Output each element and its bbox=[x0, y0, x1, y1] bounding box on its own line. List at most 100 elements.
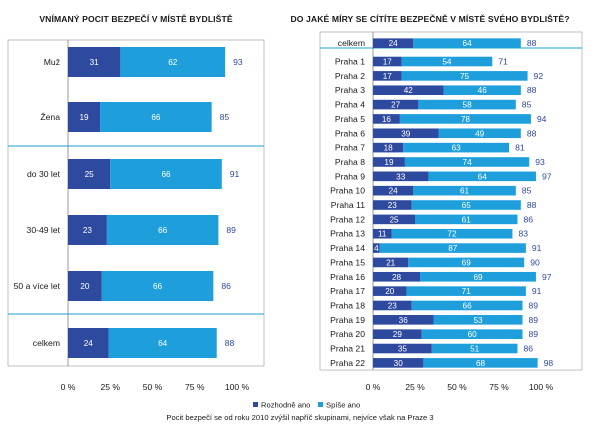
right-value-rozhodne-ano: 19 bbox=[384, 158, 394, 167]
right-total-label: 88 bbox=[527, 200, 537, 210]
left-bar-rozhodne-ano bbox=[68, 215, 107, 245]
left-x-tick-label: 50 % bbox=[143, 382, 163, 392]
right-total-label: 88 bbox=[527, 128, 537, 138]
right-bar-spise-ano bbox=[421, 329, 523, 339]
left-bar-spise-ano bbox=[100, 102, 212, 132]
left-total-label: 88 bbox=[225, 338, 235, 348]
left-bar-spise-ano bbox=[110, 159, 222, 189]
right-total-label: 97 bbox=[542, 272, 552, 282]
right-value-rozhodne-ano: 27 bbox=[391, 101, 401, 110]
right-total-label: 89 bbox=[529, 315, 539, 325]
right-value-rozhodne-ano: 21 bbox=[386, 258, 396, 267]
right-category-label: Praha 20 bbox=[330, 329, 365, 339]
left-bar-rozhodne-ano bbox=[68, 47, 121, 77]
right-value-rozhodne-ano: 28 bbox=[392, 273, 402, 282]
right-bar-spise-ano bbox=[401, 56, 493, 67]
right-category-label: Praha 5 bbox=[335, 114, 365, 124]
left-category-label: Žena bbox=[40, 112, 60, 122]
right-value-rozhodne-ano: 24 bbox=[389, 39, 399, 48]
right-bar-rozhodne-ano bbox=[373, 171, 429, 182]
right-category-label: celkem bbox=[338, 38, 365, 48]
right-value-spise-ano: 61 bbox=[462, 215, 472, 224]
left-x-tick-label: 0 % bbox=[61, 382, 76, 392]
right-total-label: 92 bbox=[534, 71, 544, 81]
right-value-spise-ano: 64 bbox=[478, 172, 488, 181]
right-value-spise-ano: 63 bbox=[452, 144, 462, 153]
right-bar-rozhodne-ano bbox=[373, 228, 392, 239]
right-bar-spise-ano bbox=[379, 243, 526, 253]
right-value-spise-ano: 65 bbox=[462, 201, 472, 210]
right-bar-rozhodne-ano bbox=[373, 358, 424, 368]
right-value-spise-ano: 68 bbox=[476, 359, 486, 368]
right-bar-spise-ano bbox=[415, 214, 518, 225]
legend-swatch bbox=[318, 402, 323, 407]
right-bar-spise-ano bbox=[401, 71, 528, 81]
right-value-rozhodne-ano: 30 bbox=[394, 359, 404, 368]
right-total-label: 98 bbox=[544, 358, 554, 368]
right-value-spise-ano: 53 bbox=[473, 316, 483, 325]
right-value-spise-ano: 60 bbox=[468, 330, 478, 339]
left-bar-spise-ano bbox=[108, 328, 217, 358]
right-bar-spise-ano bbox=[433, 315, 523, 325]
right-bar-rozhodne-ano bbox=[373, 185, 414, 196]
right-x-tick-label: 0 % bbox=[366, 382, 381, 392]
right-category-label: Praha 18 bbox=[330, 300, 365, 310]
right-bar-rozhodne-ano bbox=[373, 214, 415, 225]
right-total-label: 86 bbox=[523, 344, 533, 354]
right-bar-spise-ano bbox=[443, 85, 521, 96]
right-value-rozhodne-ano: 36 bbox=[399, 316, 409, 325]
right-bar-rozhodne-ano bbox=[373, 71, 402, 81]
left-value-spise-ano: 66 bbox=[158, 226, 168, 235]
right-value-rozhodne-ano: 29 bbox=[393, 330, 403, 339]
right-value-spise-ano: 71 bbox=[462, 287, 472, 296]
left-value-rozhodne-ano: 25 bbox=[85, 170, 95, 179]
left-value-rozhodne-ano: 31 bbox=[90, 58, 100, 67]
right-x-tick-label: 25 % bbox=[405, 382, 425, 392]
right-value-spise-ano: 87 bbox=[448, 244, 458, 253]
right-category-label: Praha 16 bbox=[330, 272, 365, 282]
left-category-label: 50 a více let bbox=[14, 281, 61, 291]
right-bar-spise-ano bbox=[411, 200, 521, 210]
right-bar-rozhodne-ano bbox=[373, 99, 419, 110]
right-value-spise-ano: 69 bbox=[473, 273, 483, 282]
right-bar-rozhodne-ano bbox=[373, 85, 444, 96]
right-bar-rozhodne-ano bbox=[373, 114, 400, 124]
right-chart: celkem 24 64 88 Praha 1 17 54 71 Praha 2 17 75 92 Pr… bbox=[319, 31, 583, 392]
left-bar-rozhodne-ano bbox=[68, 159, 111, 189]
left-category-label: Muž bbox=[44, 57, 60, 67]
right-category-label: Praha 14 bbox=[330, 243, 365, 253]
left-value-rozhodne-ano: 23 bbox=[83, 226, 93, 235]
right-total-label: 86 bbox=[523, 214, 533, 224]
right-bar-rozhodne-ano bbox=[373, 38, 414, 48]
right-total-label: 83 bbox=[518, 229, 528, 239]
left-bar-spise-ano bbox=[106, 215, 219, 245]
right-category-label: Praha 21 bbox=[330, 344, 365, 354]
right-bar-spise-ano bbox=[413, 38, 521, 48]
right-total-label: 85 bbox=[522, 186, 532, 196]
right-value-rozhodne-ano: 42 bbox=[404, 86, 414, 95]
right-value-rozhodne-ano: 24 bbox=[389, 187, 399, 196]
right-value-rozhodne-ano: 18 bbox=[384, 144, 394, 153]
right-bar-spise-ano bbox=[406, 286, 526, 296]
left-total-label: 89 bbox=[226, 225, 236, 235]
right-bar-rozhodne-ano bbox=[373, 128, 439, 139]
right-total-label: 88 bbox=[527, 85, 537, 95]
right-bar-spise-ano bbox=[403, 142, 510, 153]
right-value-rozhodne-ano: 23 bbox=[388, 201, 398, 210]
left-x-tick-label: 100 % bbox=[225, 382, 250, 392]
right-bar-spise-ano bbox=[408, 257, 525, 268]
right-total-label: 94 bbox=[537, 114, 547, 124]
right-category-label: Praha 15 bbox=[330, 257, 365, 267]
right-bar-spise-ano bbox=[420, 271, 536, 282]
right-bar-rozhodne-ano bbox=[373, 56, 402, 67]
right-bar-spise-ano bbox=[428, 171, 536, 182]
right-bar-spise-ano bbox=[391, 228, 513, 239]
left-x-tick-label: 75 % bbox=[185, 382, 205, 392]
legend-swatch bbox=[253, 402, 258, 407]
right-total-label: 89 bbox=[529, 300, 539, 310]
right-value-rozhodne-ano: 17 bbox=[383, 58, 393, 67]
left-category-label: do 30 let bbox=[27, 169, 61, 179]
right-total-label: 85 bbox=[522, 100, 532, 110]
right-category-label: Praha 9 bbox=[335, 171, 365, 181]
